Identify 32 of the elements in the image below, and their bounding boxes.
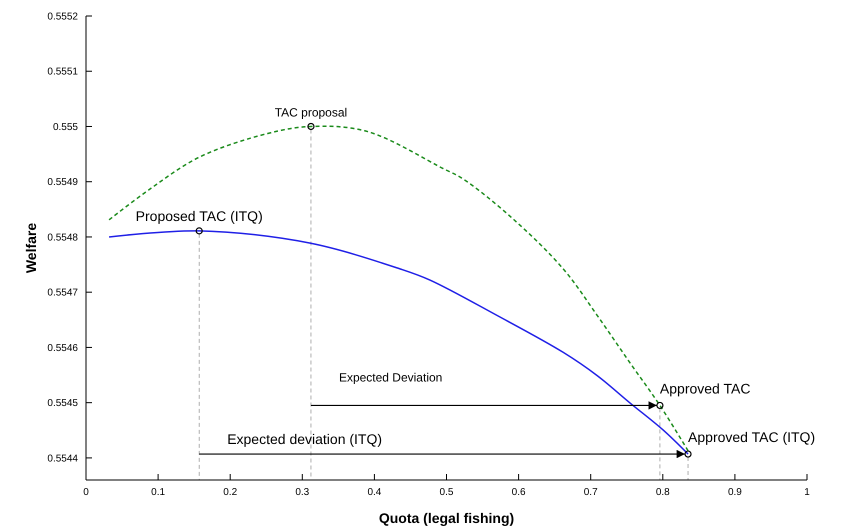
y-tick-label: 0.5546: [47, 342, 78, 354]
y-tick-label: 0.5551: [47, 66, 78, 78]
x-tick-label: 0.3: [295, 487, 310, 498]
annotation: Proposed TAC (ITQ): [136, 208, 263, 224]
x-tick-label: 0.1: [151, 487, 166, 498]
annotation: TAC proposal: [274, 105, 348, 120]
y-tick-label: 0.5545: [47, 398, 78, 410]
annotation: Approved TAC: [660, 380, 750, 396]
y-tick-label: 0.555: [52, 122, 78, 133]
point: [656, 402, 664, 410]
point: [684, 450, 692, 458]
y-tick-label: 0.5552: [47, 12, 78, 22]
x-axis-title: Quota (legal fishing): [378, 510, 514, 526]
point: [196, 227, 203, 234]
x-tick-label: 0.8: [656, 487, 670, 498]
x-tick-label: 0.2: [223, 487, 238, 498]
y-tick-label: 0.5548: [47, 232, 78, 244]
x-tick-label: 0.4: [367, 487, 382, 498]
x-tick-label: 1: [804, 487, 810, 498]
point: [307, 122, 315, 130]
y-tick-label: 0.5547: [47, 288, 78, 299]
x-tick-label: 0.9: [728, 487, 742, 498]
annotation: Expected Deviation: [338, 370, 442, 384]
x-tick-label: 0.7: [584, 487, 598, 498]
x-tick-label: 0: [83, 487, 90, 498]
annotation: Approved TAC (ITQ): [688, 429, 816, 446]
annotation: Expected deviation (ITQ): [227, 431, 382, 448]
y-tick-label: 0.5544: [47, 453, 78, 464]
y-axis-title: Welfare: [23, 222, 39, 274]
x-tick-label: 0.6: [512, 487, 526, 498]
y-tick-label: 0.5549: [47, 177, 78, 188]
x-tick-label: 0.5: [440, 487, 454, 498]
